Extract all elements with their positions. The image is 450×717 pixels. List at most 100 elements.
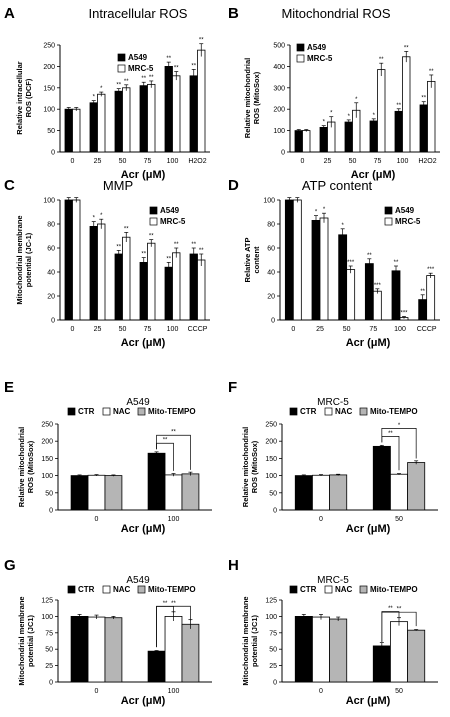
- bar: [181, 623, 200, 683]
- x-tick-label: 100: [394, 326, 406, 333]
- bar: [364, 263, 374, 321]
- y-tick-label: 50: [45, 490, 53, 497]
- legend-swatch: [137, 407, 146, 416]
- bar: [114, 90, 123, 153]
- bar: [164, 266, 173, 321]
- legend: A549 MRC-5: [296, 43, 333, 63]
- bar: [104, 475, 123, 511]
- y-axis-label-line: content: [252, 246, 261, 274]
- legend-swatch: [67, 585, 76, 594]
- y-tick-label: 100: [265, 473, 277, 480]
- y-tick-label: 100: [263, 198, 275, 205]
- bar: [197, 259, 206, 321]
- y-tick-label: 100: [41, 473, 53, 480]
- x-tick-label: 0: [291, 326, 295, 333]
- significance-label: **: [116, 83, 121, 89]
- bar: [329, 474, 348, 511]
- bar: [390, 473, 408, 511]
- significance-label: **: [421, 96, 426, 102]
- significance-label: **: [163, 438, 168, 444]
- significance-label: **: [174, 242, 179, 248]
- y-tick-label: 60: [267, 246, 275, 253]
- y-axis-label-line: Relative intracellular: [15, 61, 24, 134]
- legend: CTR NAC Mito-TEMPO: [67, 585, 196, 594]
- y-tick-label: 0: [271, 318, 275, 325]
- y-tick-label: 0: [281, 150, 285, 157]
- legend-label: Mito-TEMPO: [148, 407, 196, 416]
- y-tick-label: 150: [41, 456, 53, 463]
- y-axis-label-line: Mitochondrial membrane: [241, 596, 250, 685]
- significance-label: **: [149, 234, 154, 240]
- y-axis-label: Relative ATPcontent: [243, 237, 261, 282]
- y-tick-label: 100: [43, 198, 55, 205]
- y-tick-label: 25: [269, 663, 277, 670]
- legend-label: A549: [160, 206, 180, 215]
- y-axis-label-line: potential (JC-1): [24, 232, 33, 287]
- significance-bracket: [156, 434, 191, 470]
- x-tick-label: 0: [71, 158, 75, 165]
- y-tick-label: 100: [41, 614, 53, 621]
- legend-swatch: [67, 407, 76, 416]
- y-axis-label-line: ROS (MitoSox): [250, 440, 259, 493]
- x-tick-label: 0: [71, 326, 75, 333]
- legend: CTR NAC Mito-TEMPO: [289, 585, 418, 594]
- bar: [72, 199, 81, 321]
- x-axis-label: Acr (μM): [121, 337, 166, 349]
- x-tick-label: 25: [316, 326, 324, 333]
- y-tick-label: 500: [273, 43, 285, 50]
- y-axis-label: Mitochondrial membranepotential (JC-1): [15, 215, 33, 304]
- significance-label: **: [166, 56, 171, 62]
- bar: [338, 234, 348, 321]
- y-tick-label: 150: [43, 85, 55, 92]
- bar: [189, 75, 198, 153]
- legend-label: MRC-5: [307, 54, 333, 63]
- panel-title: Intracellular ROS: [89, 6, 188, 21]
- y-axis-label: Mitochondrial membranepotential (JC1): [241, 596, 259, 685]
- y-tick-label: 400: [273, 64, 285, 71]
- significance-label: **: [171, 601, 176, 607]
- bar: [122, 236, 131, 321]
- legend-label: CTR: [300, 585, 317, 594]
- bar: [294, 130, 303, 153]
- y-tick-label: 50: [269, 490, 277, 497]
- legend-swatch: [289, 585, 298, 594]
- significance-label: *: [93, 95, 96, 101]
- bar: [426, 275, 436, 321]
- x-tick-label: 100: [168, 516, 180, 523]
- x-tick-label: 0: [319, 688, 323, 695]
- bar: [311, 219, 321, 321]
- legend-swatch: [117, 53, 126, 62]
- x-tick-label: 0: [319, 516, 323, 523]
- x-tick-label: 50: [119, 158, 127, 165]
- bar: [346, 269, 356, 321]
- significance-label: **: [379, 57, 384, 63]
- x-tick-label: 50: [395, 688, 403, 695]
- panel-f: F MRC-5 0 50 100 150 200 250 Relative mitochondr…: [228, 379, 438, 535]
- y-tick-label: 250: [43, 43, 55, 50]
- bar: [97, 223, 106, 321]
- panel-e: E A549 0 50 100 150 200 250 Relative mitochondri…: [4, 379, 212, 535]
- significance-label: ***: [400, 310, 408, 316]
- significance-label: **: [174, 66, 179, 72]
- x-tick-label: 50: [349, 158, 357, 165]
- legend-swatch: [324, 585, 333, 594]
- x-tick-label: 50: [343, 326, 351, 333]
- significance-label: **: [116, 244, 121, 250]
- x-tick-label: 25: [94, 158, 102, 165]
- bar: [312, 616, 330, 683]
- y-tick-label: 0: [51, 318, 55, 325]
- bar: [87, 616, 106, 683]
- panel-letter: D: [228, 177, 239, 194]
- panel-a: A Intracellular ROS050100150200250Relativ…: [4, 5, 210, 181]
- significance-label: **: [397, 607, 402, 613]
- y-tick-label: 0: [273, 508, 277, 515]
- x-tick-label: 0: [95, 688, 99, 695]
- bar: [164, 474, 183, 511]
- x-tick-label: 75: [374, 158, 382, 165]
- y-tick-label: 125: [265, 598, 277, 605]
- significance-label: *: [93, 216, 96, 222]
- y-tick-label: 200: [273, 107, 285, 114]
- y-tick-label: 20: [47, 294, 55, 301]
- bar: [319, 126, 328, 153]
- panel-c: C MMP 0 20 40 60 80 100 Mitochondrial membranepo…: [4, 177, 210, 349]
